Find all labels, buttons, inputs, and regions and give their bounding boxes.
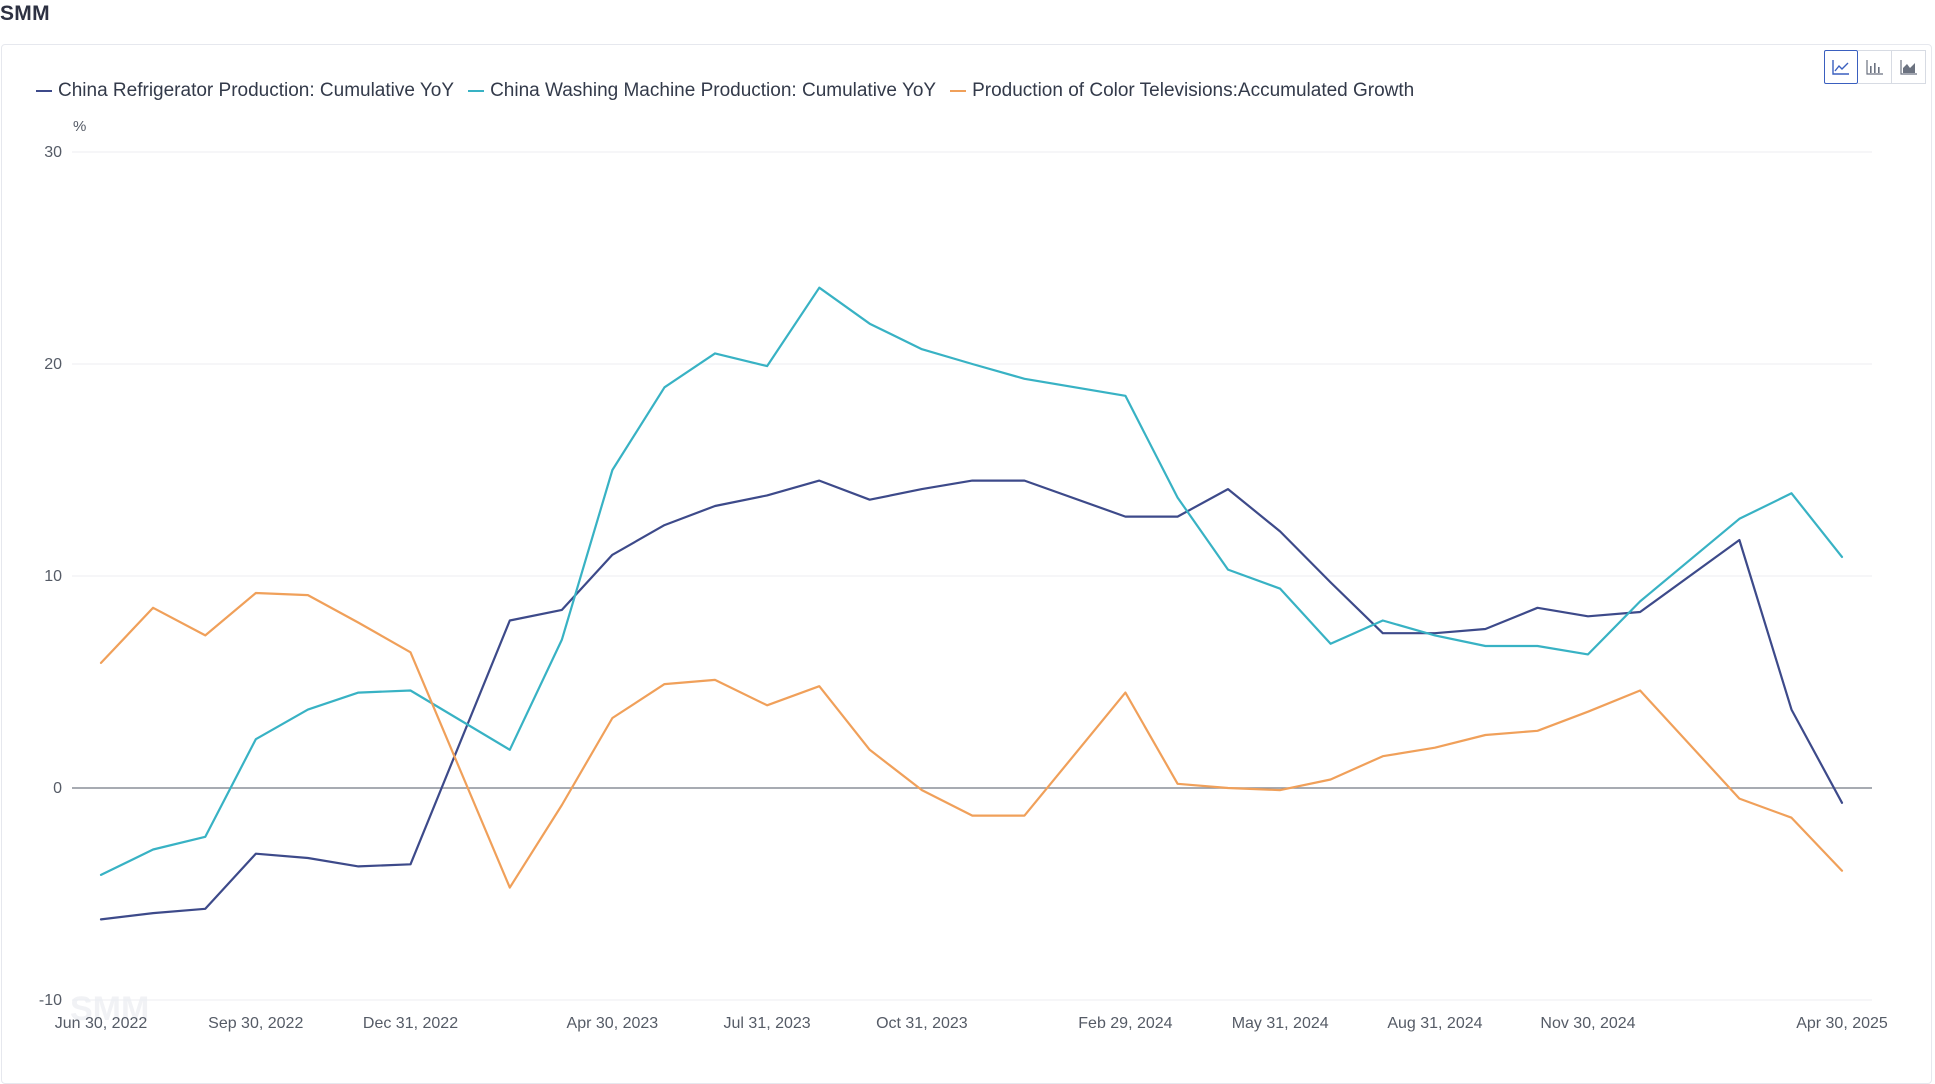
bar-chart-button[interactable]	[1858, 50, 1892, 84]
y-unit-label: %	[73, 118, 86, 135]
legend-item-color-tv[interactable]: Production of Color Televisions:Accumula…	[950, 80, 1414, 102]
legend-item-washing-machine[interactable]: China Washing Machine Production: Cumula…	[468, 80, 936, 102]
series-line-2	[99, 591, 1844, 889]
x-tick-label: Feb 29, 2024	[1078, 1015, 1172, 1032]
series-line-0	[99, 479, 1844, 921]
y-tick-label: 0	[53, 780, 62, 797]
x-tick-label: Oct 31, 2023	[876, 1015, 968, 1032]
line-chart-icon	[1832, 60, 1849, 75]
area-chart-icon	[1899, 60, 1917, 75]
legend-item-refrigerator[interactable]: China Refrigerator Production: Cumulativ…	[36, 80, 454, 102]
x-tick-label: Jun 30, 2022	[55, 1015, 148, 1032]
legend-label: Production of Color Televisions:Accumula…	[972, 80, 1415, 101]
chart-panel	[1, 44, 1932, 1084]
line-chart-button[interactable]	[1824, 50, 1858, 84]
x-tick-label: Dec 31, 2022	[363, 1015, 458, 1032]
grid-layer	[72, 151, 1872, 1001]
bar-chart-icon	[1865, 60, 1883, 75]
area-chart-button[interactable]	[1892, 50, 1926, 84]
watermark: SMM	[70, 990, 150, 1028]
series-layer	[99, 286, 1844, 921]
y-tick-label: -10	[39, 992, 62, 1009]
y-tick-label: 20	[44, 356, 62, 373]
brand-logo: SMM	[0, 2, 50, 25]
x-tick-label: Apr 30, 2023	[567, 1015, 659, 1032]
legend-swatch	[468, 90, 485, 92]
legend-swatch	[36, 90, 52, 92]
legend-label: China Washing Machine Production: Cumula…	[490, 80, 937, 101]
x-tick-label: May 31, 2024	[1232, 1015, 1329, 1032]
x-tick-label: Aug 31, 2024	[1387, 1015, 1482, 1032]
x-tick-label: Jul 31, 2023	[724, 1015, 811, 1032]
legend-swatch	[950, 90, 967, 92]
x-tick-label: Apr 30, 2025	[1796, 1015, 1888, 1032]
y-tick-label: 30	[44, 144, 62, 161]
chart-legend: China Refrigerator Production: Cumulativ…	[36, 80, 1428, 102]
x-tick-label: Nov 30, 2024	[1540, 1015, 1635, 1032]
chart-type-toolbar	[1824, 50, 1926, 84]
y-tick-label: 10	[44, 568, 62, 585]
legend-label: China Refrigerator Production: Cumulativ…	[58, 80, 455, 101]
x-tick-label: Sep 30, 2022	[208, 1015, 303, 1032]
series-line-1	[99, 286, 1844, 877]
axis-layer: -10 0 10 20 30% Jun 30, 2022 Sep 30, 2022 Dec 3…	[39, 118, 1888, 1032]
